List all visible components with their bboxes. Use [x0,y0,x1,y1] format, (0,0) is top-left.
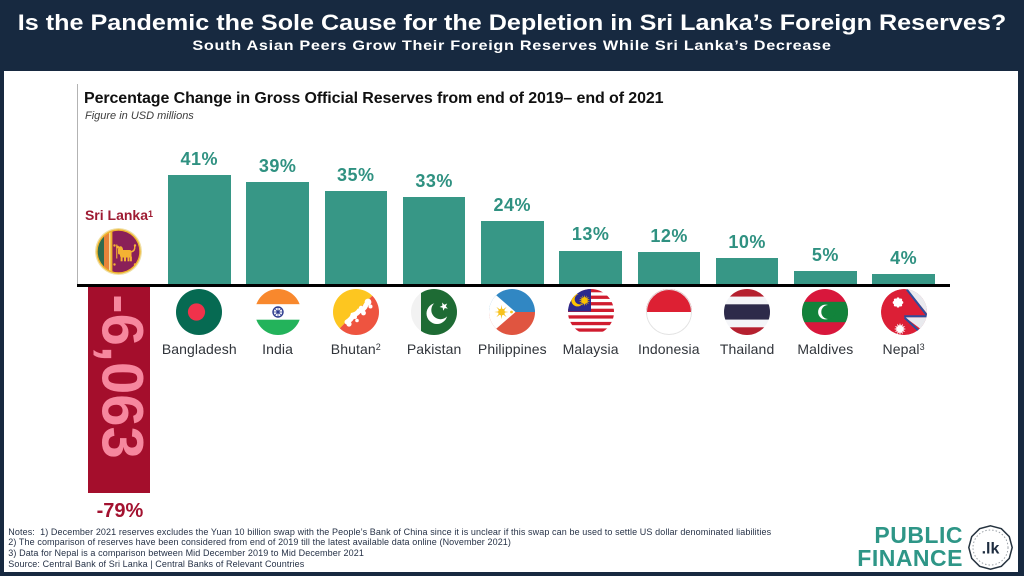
svg-text:.lk: .lk [982,540,1000,557]
